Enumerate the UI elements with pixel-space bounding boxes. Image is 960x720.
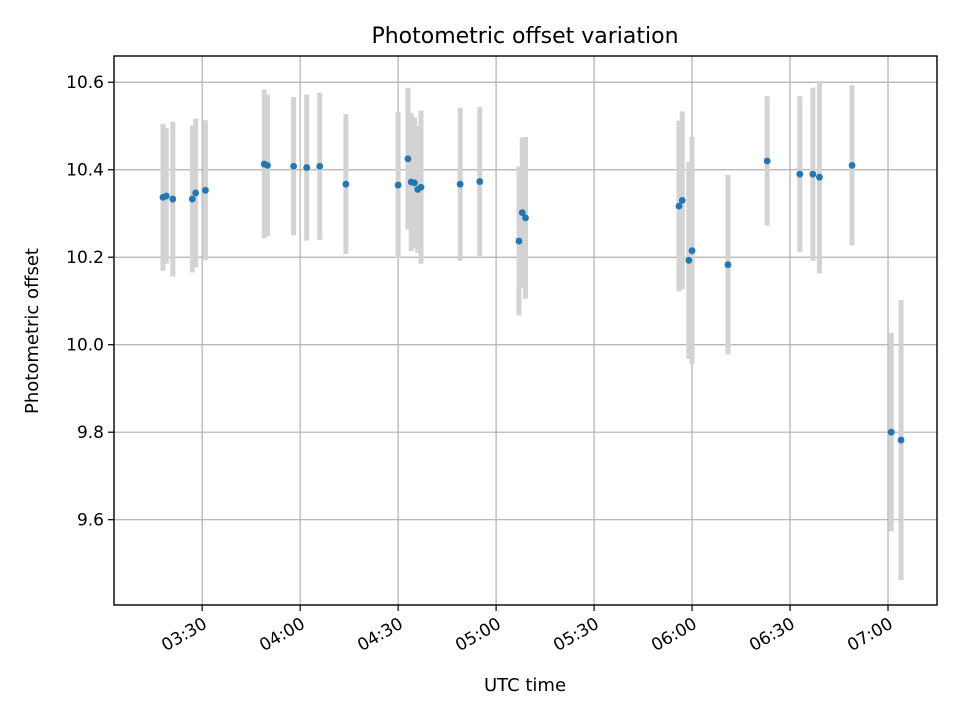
y-tick-label: 9.6 <box>77 511 104 531</box>
data-point <box>688 247 696 255</box>
x-tick-label: 03:30 <box>158 614 210 656</box>
x-tick-label: 05:30 <box>550 614 602 656</box>
x-tick-label: 06:30 <box>746 614 798 656</box>
data-points <box>159 155 905 444</box>
data-point <box>417 183 425 191</box>
chart-title: Photometric offset variation <box>371 24 678 49</box>
y-tick-label: 10.0 <box>66 336 104 356</box>
data-point <box>394 181 402 189</box>
data-point <box>816 173 823 181</box>
data-point <box>522 214 529 222</box>
data-point <box>188 195 196 203</box>
data-point <box>518 209 526 217</box>
data-point <box>162 192 170 200</box>
data-point <box>342 180 350 188</box>
data-point <box>796 170 804 178</box>
data-point <box>192 189 200 197</box>
data-point <box>678 196 686 204</box>
data-point <box>404 155 412 163</box>
plot-frame <box>113 55 938 606</box>
data-point <box>763 157 771 165</box>
x-tick-label: 06:00 <box>648 614 700 656</box>
data-point <box>456 180 464 188</box>
x-tick-label: 04:30 <box>354 614 406 656</box>
data-point <box>202 186 209 194</box>
data-point <box>264 161 271 169</box>
x-axis-label: UTC time <box>484 675 566 696</box>
data-point <box>290 162 298 170</box>
y-tick-label: 9.8 <box>77 423 104 443</box>
data-point <box>887 428 895 436</box>
data-point <box>411 179 418 187</box>
y-tick-label: 10.6 <box>66 73 104 93</box>
x-tick-label: 05:00 <box>452 614 504 656</box>
y-tick-label: 10.2 <box>66 248 104 268</box>
data-point <box>724 261 732 269</box>
data-point <box>303 164 311 171</box>
data-point <box>675 202 683 210</box>
data-point <box>515 237 523 245</box>
x-tick-label: 07:00 <box>844 614 896 656</box>
data-point <box>476 178 484 185</box>
y-tick-label: 10.4 <box>66 161 104 181</box>
data-point <box>316 162 324 170</box>
data-point <box>809 170 817 178</box>
data-point <box>897 436 905 444</box>
x-tick-label: 04:00 <box>256 614 308 656</box>
y-axis-label: Photometric offset <box>22 248 43 414</box>
data-point <box>169 195 177 203</box>
data-point <box>848 161 856 169</box>
data-point <box>685 256 693 264</box>
